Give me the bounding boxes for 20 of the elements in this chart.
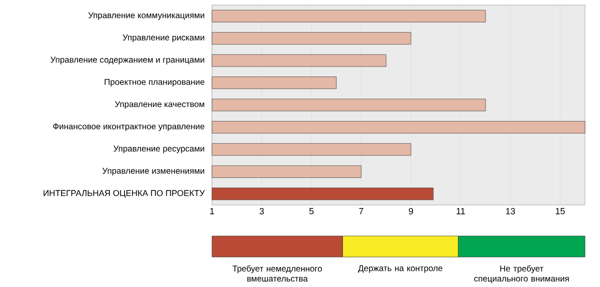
x-tick-label: 9 xyxy=(408,208,414,214)
y-tick-label: Финансовое иконтрактное управление xyxy=(53,123,204,132)
series-label: Не требует специального внимания xyxy=(474,265,569,284)
series-label: Требует немедленного вмешательства xyxy=(232,265,322,282)
x-tick-label: 15 xyxy=(556,208,565,214)
series-label: Держать на контроле xyxy=(358,265,442,273)
x-tick-label: 11 xyxy=(456,208,465,214)
y-tick-label: Управление изменениями xyxy=(102,168,204,176)
x-tick-label: 3 xyxy=(260,208,264,214)
x-tick-label: 7 xyxy=(359,208,364,214)
y-tick-label: Управление рисками xyxy=(122,34,204,42)
y-tick-label: Управление качеством xyxy=(114,101,204,109)
x-tick-label: 5 xyxy=(309,208,314,214)
y-tick-label: Управление ресурсами xyxy=(114,146,204,154)
x-tick-label: 13 xyxy=(506,208,515,214)
y-tick-label: Проектное планирование xyxy=(104,78,204,87)
y-tick-label: Управление содержанием и границами xyxy=(50,56,204,64)
y-tick-label: Управление коммуникациями xyxy=(88,12,204,20)
y-tick-label: ИНТЕГРАЛЬНАЯ ОЦЕНКА ПО ПРОЕКТУ xyxy=(44,190,205,198)
x-tick-label: 1 xyxy=(210,208,214,214)
